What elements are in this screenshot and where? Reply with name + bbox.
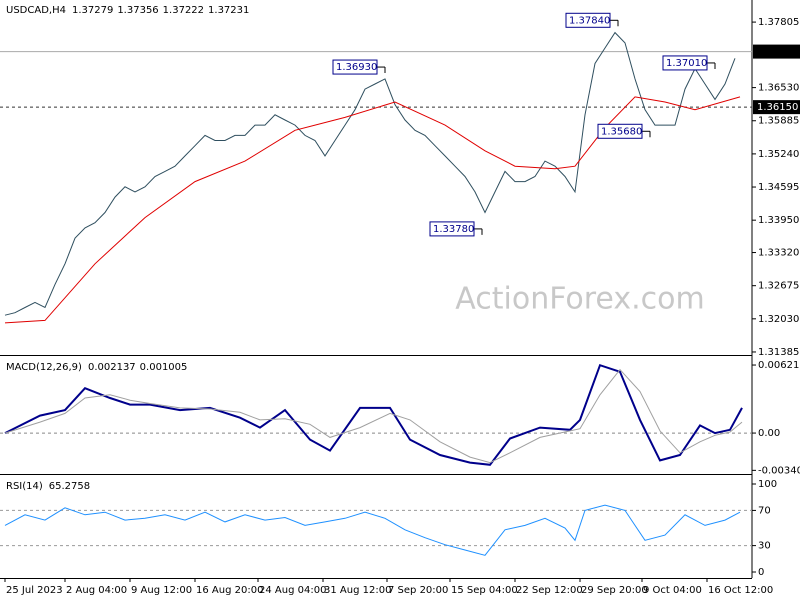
header-value: 0.001005 (140, 362, 188, 373)
header-value: 65.2758 (49, 481, 90, 492)
series-line (4, 368, 743, 464)
price-box (753, 100, 800, 115)
y-tick-label: 100 (758, 479, 777, 490)
annotation-box (565, 12, 611, 28)
x-tick-label: 9 Oct 04:00 (643, 585, 702, 596)
x-tick-label: 24 Aug 04:00 (259, 585, 326, 596)
header-value: 1.37222 (163, 5, 204, 16)
header-value: 1.37231 (208, 5, 249, 16)
y-tick-label: 1.32030 (758, 314, 799, 325)
y-tick-label: 0.00 (758, 428, 780, 439)
x-tick-label: 16 Oct 12:00 (708, 585, 773, 596)
price-box (753, 44, 800, 59)
y-tick-label: 0 (758, 567, 764, 578)
x-tick-label: 9 Aug 12:00 (131, 585, 192, 596)
series-line (4, 31, 736, 316)
annotation-label: 1.33780 (433, 224, 474, 235)
annotation-box (332, 59, 378, 75)
y-tick-label: 1.36530 (758, 83, 799, 94)
annotation-box (429, 221, 475, 237)
x-tick-label: 31 Aug 12:00 (324, 585, 391, 596)
header-value: 0.002137 (88, 362, 136, 373)
header-value: 1.37279 (72, 5, 113, 16)
y-tick-label: 30 (758, 541, 771, 552)
y-tick-label: 1.33950 (758, 215, 799, 226)
x-tick-label: 16 Aug 20:00 (196, 585, 263, 596)
y-tick-label: 1.34595 (758, 182, 799, 193)
y-tick-label: 0.006216 (758, 360, 800, 371)
series-line (4, 504, 741, 556)
y-tick-label: 1.32675 (758, 281, 799, 292)
annotation-box (597, 123, 643, 139)
series-line (4, 363, 743, 466)
annotation-box (662, 55, 708, 71)
x-tick-label: 29 Sep 20:00 (581, 585, 648, 596)
y-tick-label: 1.35240 (758, 149, 799, 160)
y-tick-label: 70 (758, 505, 771, 516)
y-tick-label: 1.33320 (758, 248, 799, 259)
x-tick-label: 25 Jul 2023 (6, 585, 63, 596)
watermark: ActionForex.com (455, 282, 704, 317)
y-tick-label: -0.003407 (758, 465, 800, 476)
header-value: 1.37356 (117, 5, 158, 16)
series-line (4, 96, 741, 324)
price-box-label: 1.36150 (757, 102, 798, 113)
panel-title: MACD(12,26,9) (6, 362, 82, 373)
x-tick-label: 7 Sep 20:00 (388, 585, 448, 596)
x-tick-label: 22 Sep 12:00 (516, 585, 583, 596)
annotation-label: 1.37840 (569, 15, 610, 26)
x-tick-label: 15 Sep 04:00 (451, 585, 518, 596)
x-tick-label: 2 Aug 04:00 (66, 585, 127, 596)
annotation-label: 1.36930 (336, 62, 377, 73)
panel-title: RSI(14) (6, 481, 43, 492)
y-tick-label: 1.37805 (758, 17, 799, 28)
y-tick-label: 1.35885 (758, 116, 799, 127)
y-tick-label: 1.31385 (758, 347, 799, 358)
annotation-label: 1.37010 (666, 58, 707, 69)
panel-title: USDCAD,H4 (6, 5, 66, 16)
annotation-label: 1.35680 (601, 126, 642, 137)
